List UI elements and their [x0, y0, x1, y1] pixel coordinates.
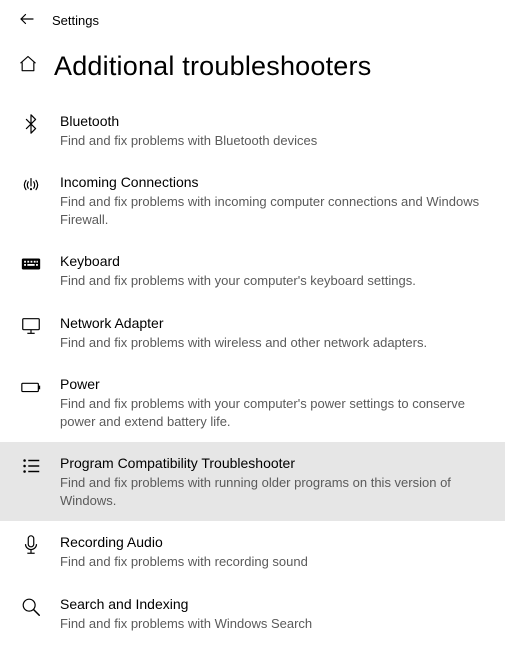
top-bar: Settings [0, 0, 505, 37]
troubleshooter-text: Incoming ConnectionsFind and fix problem… [60, 173, 489, 228]
program-compat-icon [18, 454, 44, 477]
troubleshooter-text: PowerFind and fix problems with your com… [60, 375, 489, 430]
troubleshooter-item[interactable]: Search and IndexingFind and fix problems… [0, 583, 505, 644]
troubleshooter-title: Network Adapter [60, 314, 489, 333]
bluetooth-icon [18, 112, 44, 135]
troubleshooter-title: Recording Audio [60, 533, 489, 552]
troubleshooter-item[interactable]: Recording AudioFind and fix problems wit… [0, 521, 505, 582]
troubleshooter-text: KeyboardFind and fix problems with your … [60, 252, 489, 289]
troubleshooter-list: BluetoothFind and fix problems with Blue… [0, 100, 505, 654]
troubleshooter-item[interactable]: KeyboardFind and fix problems with your … [0, 240, 505, 301]
troubleshooter-text: Recording AudioFind and fix problems wit… [60, 533, 489, 570]
home-icon[interactable] [18, 54, 38, 79]
incoming-icon [18, 173, 44, 196]
network-icon [18, 314, 44, 337]
troubleshooter-desc: Find and fix problems with recording sou… [60, 553, 489, 571]
troubleshooter-title: Bluetooth [60, 112, 489, 131]
title-row: Additional troubleshooters [0, 37, 505, 100]
back-arrow-icon[interactable] [18, 10, 36, 31]
page-title: Additional troubleshooters [54, 51, 371, 82]
troubleshooter-title: Search and Indexing [60, 595, 489, 614]
troubleshooter-title: Power [60, 375, 489, 394]
troubleshooter-item[interactable]: Network AdapterFind and fix problems wit… [0, 302, 505, 363]
troubleshooter-desc: Find and fix problems with Bluetooth dev… [60, 132, 489, 150]
troubleshooter-text: Search and IndexingFind and fix problems… [60, 595, 489, 632]
microphone-icon [18, 533, 44, 556]
troubleshooter-desc: Find and fix problems with incoming comp… [60, 193, 489, 228]
troubleshooter-item[interactable]: Program Compatibility TroubleshooterFind… [0, 442, 505, 521]
troubleshooter-desc: Find and fix problems with your computer… [60, 272, 489, 290]
troubleshooter-title: Program Compatibility Troubleshooter [60, 454, 489, 473]
troubleshooter-title: Keyboard [60, 252, 489, 271]
troubleshooter-item[interactable]: BluetoothFind and fix problems with Blue… [0, 100, 505, 161]
search-icon [18, 595, 44, 618]
power-icon [18, 375, 44, 398]
troubleshooter-text: Program Compatibility TroubleshooterFind… [60, 454, 489, 509]
keyboard-icon [18, 252, 44, 275]
troubleshooter-text: Network AdapterFind and fix problems wit… [60, 314, 489, 351]
troubleshooter-desc: Find and fix problems with Windows Searc… [60, 615, 489, 633]
troubleshooter-desc: Find and fix problems with running older… [60, 474, 489, 509]
troubleshooter-item[interactable]: PowerFind and fix problems with your com… [0, 363, 505, 442]
troubleshooter-desc: Find and fix problems with your computer… [60, 395, 489, 430]
troubleshooter-text: BluetoothFind and fix problems with Blue… [60, 112, 489, 149]
app-label: Settings [52, 13, 99, 28]
troubleshooter-item[interactable]: Incoming ConnectionsFind and fix problem… [0, 161, 505, 240]
troubleshooter-title: Incoming Connections [60, 173, 489, 192]
troubleshooter-desc: Find and fix problems with wireless and … [60, 334, 489, 352]
